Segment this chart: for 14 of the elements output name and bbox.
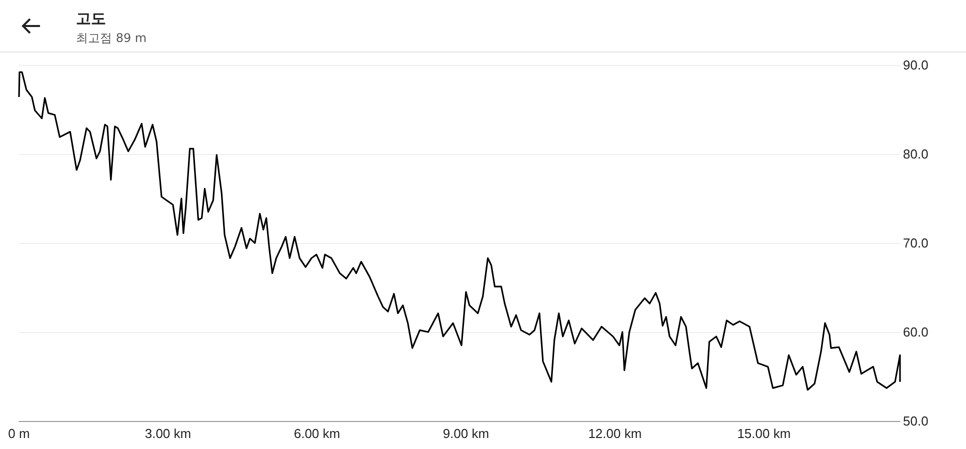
y-tick-label: 50.0 [903,414,928,428]
y-tick-label: 70.0 [903,236,928,250]
x-tick-label: 15.00 km [737,426,791,441]
chart-subtitle: 최고점 89 m [76,31,147,45]
x-tick-label: 6.00 km [294,426,340,441]
y-tick-label: 80.0 [903,146,928,162]
y-tick-label: 60.0 [903,324,928,340]
x-tick-label: 0 m [8,426,30,441]
y-tick-label: 90.0 [903,58,928,72]
x-tick-label: 3.00 km [144,426,192,441]
x-tick-label: 12.00 km [588,426,642,441]
x-tick-label: 9.00 km [442,426,490,441]
line-series [18,71,901,391]
chart-title: 고도 [76,10,106,28]
